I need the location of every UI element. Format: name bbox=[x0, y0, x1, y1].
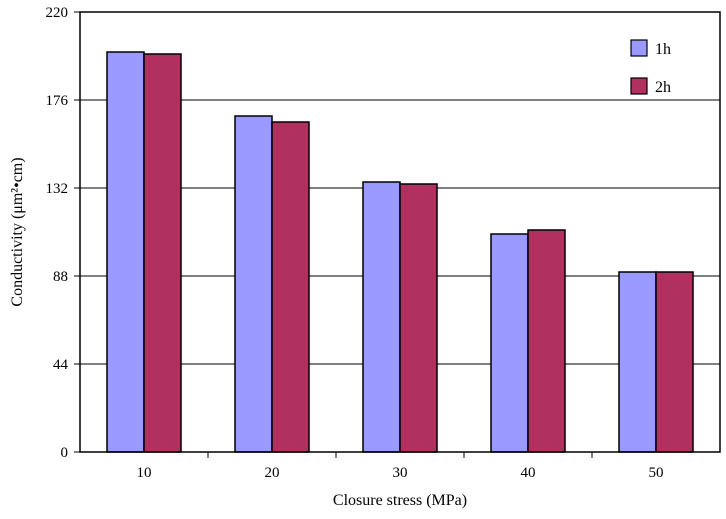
x-tick-label: 30 bbox=[393, 465, 408, 481]
legend-swatch-2h bbox=[630, 77, 648, 95]
y-tick-label: 44 bbox=[53, 357, 69, 373]
x-tick-label: 40 bbox=[521, 465, 536, 481]
bar-2h-10 bbox=[143, 53, 182, 453]
x-tick-label: 50 bbox=[649, 465, 664, 481]
bar-1h-50 bbox=[618, 271, 657, 453]
bar-2h-20 bbox=[271, 121, 310, 453]
legend-label-2h: 2h bbox=[655, 79, 671, 96]
bars bbox=[106, 51, 694, 453]
y-axis-ticks: 0 44 88 132 176 220 bbox=[46, 5, 80, 461]
bar-1h-30 bbox=[362, 181, 401, 453]
y-axis-title: Conductivity (μm²•cm) bbox=[9, 157, 26, 306]
bar-1h-40 bbox=[490, 233, 529, 453]
x-axis-ticks: 10 20 30 40 50 bbox=[137, 452, 664, 481]
y-tick-label: 88 bbox=[53, 269, 68, 285]
y-tick-label: 176 bbox=[46, 93, 69, 109]
x-axis-title: Closure stress (MPa) bbox=[333, 492, 467, 509]
legend-label-1h: 1h bbox=[655, 41, 671, 58]
x-tick-label: 10 bbox=[137, 465, 152, 481]
legend-swatch-1h bbox=[630, 39, 648, 57]
bar-2h-40 bbox=[527, 229, 566, 453]
bar-2h-30 bbox=[399, 183, 438, 453]
legend: 1h 2h bbox=[630, 39, 671, 96]
x-tick-label: 20 bbox=[265, 465, 280, 481]
bar-2h-50 bbox=[655, 271, 694, 453]
plot-frame bbox=[79, 11, 721, 453]
bar-1h-10 bbox=[106, 51, 145, 453]
bar-1h-20 bbox=[234, 115, 273, 453]
y-tick-label: 132 bbox=[46, 181, 69, 197]
y-tick-label: 220 bbox=[46, 5, 69, 21]
y-tick-label: 0 bbox=[61, 445, 69, 461]
